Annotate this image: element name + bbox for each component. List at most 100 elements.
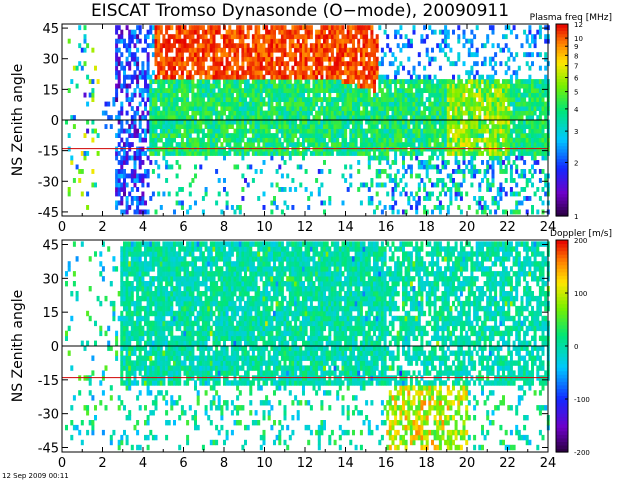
colorbar-tick-label: 8 [574,52,578,60]
colorbar-segment [556,264,568,269]
colorbar-segment [556,349,568,354]
colorbar-segment [556,374,568,379]
colorbar-segment [556,437,568,442]
colorbar-segment [556,381,568,386]
colorbar-segment [556,104,568,108]
colorbar-tick-label: -100 [574,396,590,404]
x-tick-label: 12 [297,456,314,471]
colorbar-segment [556,62,568,67]
colorbar-segment [556,161,568,166]
x-tick-label: 14 [337,220,354,235]
colorbar-segment [556,338,568,343]
colorbar-label: Plasma freq [MHz] [530,13,612,23]
colorbar-segment [556,27,568,31]
colorbar-segment [556,75,568,79]
colorbar-segment [556,148,568,153]
colorbar-tick-label: 5 [574,89,578,97]
colorbar-segment [556,145,568,150]
colorbar-segment [556,300,568,305]
x-tick-label: 20 [459,220,476,235]
y-tick-label: 45 [42,239,59,254]
y-axis-label: NS Zenith angle [10,290,26,402]
colorbar-segment [556,184,568,188]
colorbar-segment [556,261,568,266]
colorbar-segment [556,360,568,365]
colorbar-segment [556,254,568,259]
y-tick-label: 30 [42,272,59,287]
colorbar-segment [556,180,568,185]
colorbar-segment [556,317,568,322]
colorbar-segment [556,200,568,204]
colorbar-segment [556,370,568,375]
colorbar-segment [556,324,568,329]
colorbar-segment [556,129,568,134]
x-tick-label: 16 [378,220,395,235]
x-tick-label: 0 [58,220,66,235]
colorbar-segment [556,203,568,207]
colorbar-segment [556,158,568,163]
colorbar-segment [556,310,568,315]
colorbar-tick-label: 10 [574,35,583,43]
colorbar-segment [556,94,568,99]
colorbar-segment [556,240,568,245]
plasma-frequency-panel: 0 2 4 6 8 10 12 14 16 18 20 22 24-45-30-150153045NS … [10,13,612,235]
colorbar-segment [556,40,568,44]
colorbar-segment [556,342,568,347]
y-tick-label: -45 [38,206,59,221]
colorbar-tick-label: 100 [574,290,587,298]
x-tick-label: 0 [58,456,66,471]
colorbar-segment [556,423,568,428]
y-axis-label: NS Zenith angle [10,64,26,176]
colorbar-segment [556,65,568,70]
x-tick-label: 10 [256,456,273,471]
colorbar-segment [556,212,568,217]
x-tick-label: 24 [540,220,557,235]
x-tick-label: 4 [139,220,147,235]
colorbar-segment [556,388,568,393]
colorbar-segment [556,142,568,147]
colorbar-segment [556,331,568,336]
colorbar-segment [556,314,568,319]
colorbar-segment [556,136,568,140]
colorbar-tick-label: 200 [574,237,587,245]
y-tick-label: 45 [42,22,59,37]
colorbar-segment [556,303,568,308]
colorbar-segment [556,335,568,340]
colorbar-segment [556,52,568,57]
colorbar-segment [556,416,568,421]
colorbar-segment [556,430,568,435]
colorbar-segment [556,420,568,425]
colorbar-segment [556,123,568,127]
x-tick-label: 8 [220,456,228,471]
colorbar-tick-label: 4 [574,106,579,114]
colorbar-segment [556,81,568,86]
y-tick-label: 15 [42,83,59,98]
doppler-panel: 0 2 4 6 8 10 12 14 16 18 20 22 24-45-30-150153045NS … [10,229,612,471]
y-tick-label: -15 [38,145,59,160]
colorbar-segment [556,30,568,35]
colorbar-frame [555,23,569,217]
colorbar-segment [556,88,568,92]
colorbar-segment [556,91,568,95]
colorbar-segment [556,171,568,175]
x-tick-label: 12 [297,220,314,235]
colorbar-segment [556,377,568,382]
colorbar-tick-label: 6 [574,75,579,83]
x-tick-label: 6 [179,456,187,471]
colorbar-segment [556,110,568,115]
colorbar-segment [556,434,568,439]
y-tick-label: 0 [51,340,59,355]
colorbar-segment [556,68,568,73]
colorbar-segment [556,196,568,201]
colorbar-segment [556,384,568,389]
colorbar-segment [556,406,568,411]
colorbar-segment [556,356,568,361]
colorbar-segment [556,257,568,262]
colorbar-segment [556,113,568,118]
x-tick-label: 8 [220,220,228,235]
x-tick-label: 4 [139,456,147,471]
colorbar-segment [556,285,568,290]
colorbar-segment [556,321,568,326]
colorbar-segment [556,107,568,111]
